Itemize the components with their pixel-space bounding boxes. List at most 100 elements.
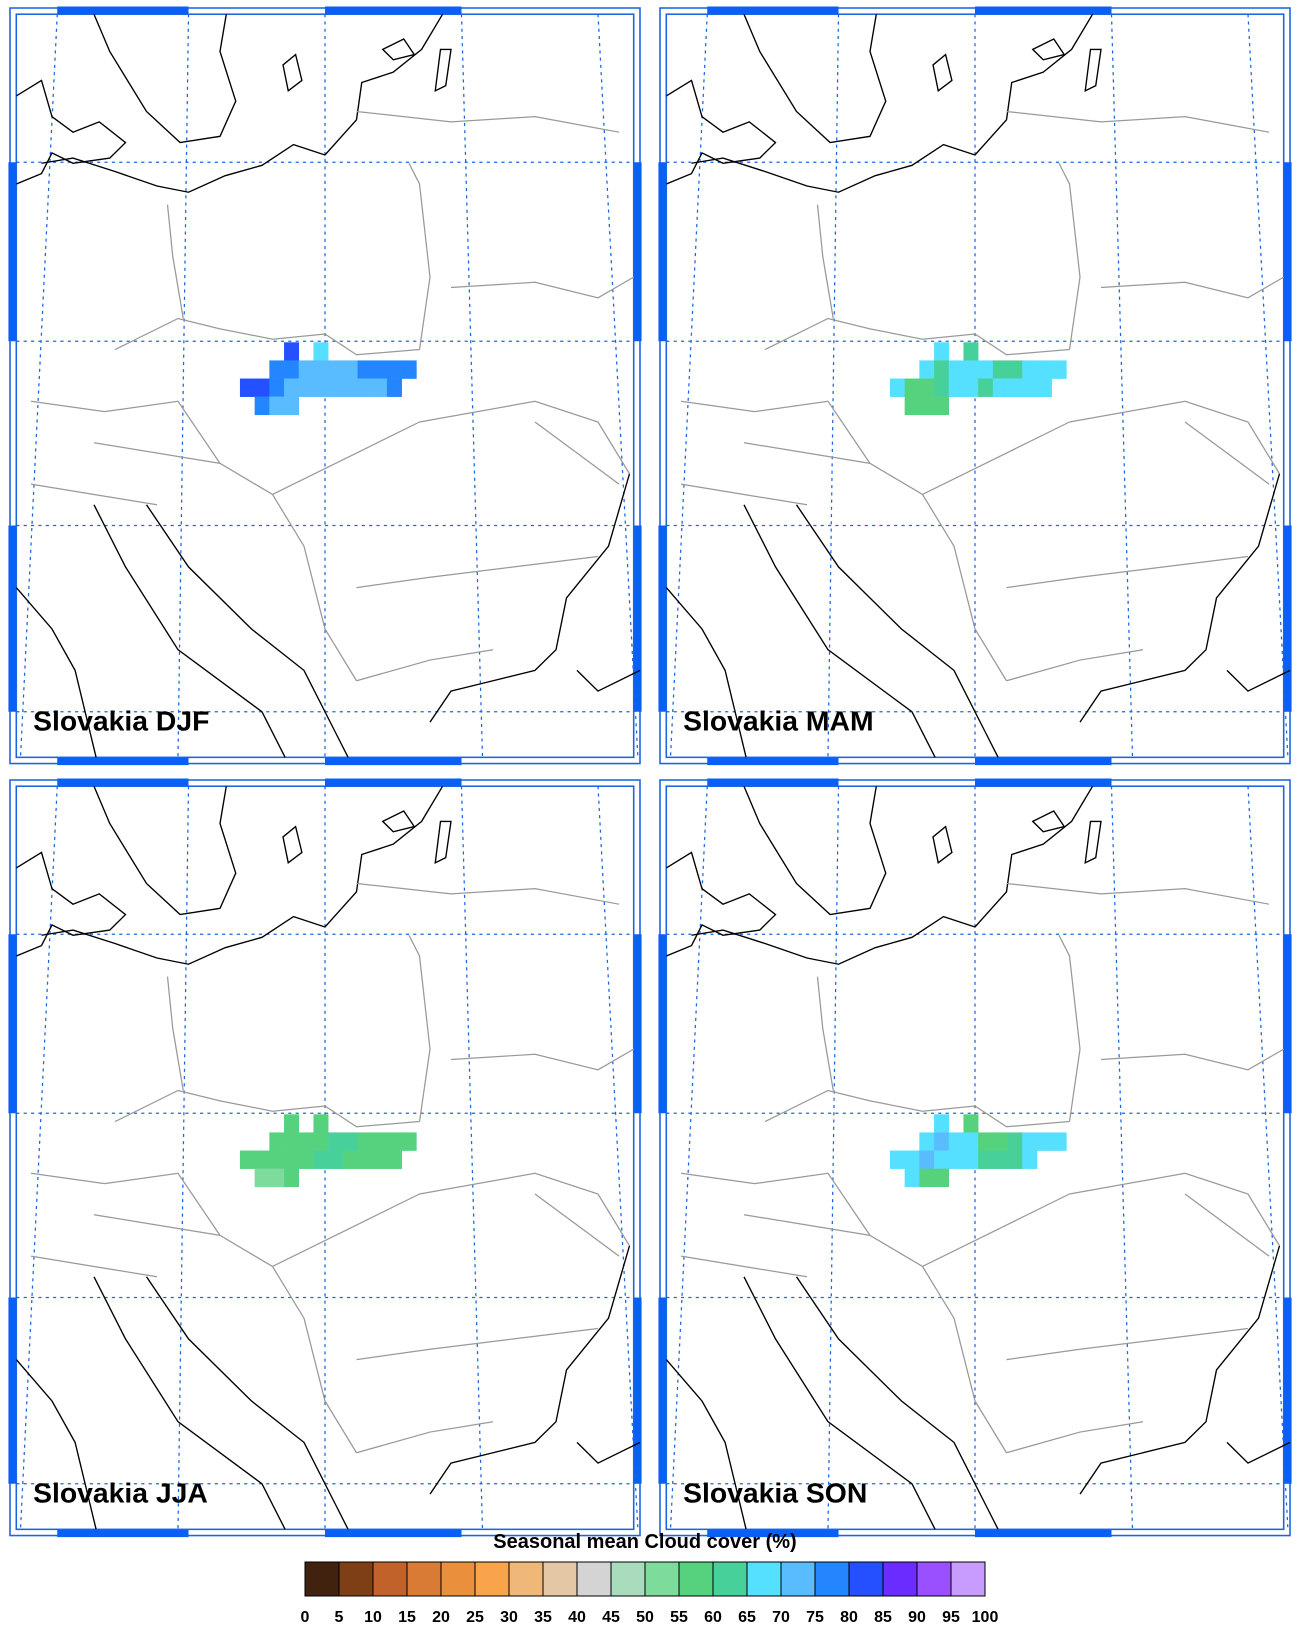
colorbar-tick-label: 90: [908, 1609, 926, 1626]
grid-cell: [992, 360, 1008, 379]
grid-cell: [401, 1132, 417, 1151]
colorbar-swatch: [712, 1561, 748, 1597]
grid-cell: [386, 1132, 402, 1151]
colorbar-swatch: [542, 1561, 578, 1597]
grid-cell: [372, 1132, 388, 1151]
grid-cell: [328, 1150, 344, 1169]
grid-cell: [254, 1168, 270, 1188]
grid-cell: [992, 1132, 1008, 1151]
grid-cell: [1036, 378, 1052, 397]
grid-cell: [386, 1150, 402, 1169]
grid-cell: [934, 1150, 950, 1169]
colorbar-swatch: [916, 1561, 952, 1597]
grid-cell: [1022, 378, 1038, 397]
grid-cell: [919, 378, 935, 397]
grid-cell: [284, 378, 300, 397]
colorbar-swatch: [508, 1561, 544, 1597]
grid-cell: [1036, 1132, 1052, 1151]
grid-cell: [948, 1150, 964, 1169]
colorbar-title: Seasonal mean Cloud cover (%): [493, 1531, 796, 1553]
map-panel: Slovakia MAM: [660, 8, 1290, 764]
grid-cell: [948, 360, 964, 379]
grid-cell: [342, 1150, 358, 1169]
colorbar-tick-label: 30: [500, 1609, 518, 1626]
grid-cell: [948, 378, 964, 397]
grid-cell: [313, 1132, 329, 1151]
grid-cell: [948, 1132, 964, 1151]
grid-cell: [386, 378, 402, 397]
panel-title: Slovakia MAM: [683, 706, 873, 737]
grid-cell: [934, 1168, 950, 1188]
grid-cell: [904, 378, 920, 397]
grid-cell: [1007, 360, 1023, 379]
grid-cell: [284, 1132, 300, 1151]
grid-cell: [284, 342, 300, 361]
grid-cell: [978, 360, 994, 379]
grid-cell: [269, 1168, 285, 1188]
colorbar-swatch: [440, 1561, 476, 1597]
map-panel: Slovakia JJA: [10, 780, 640, 1536]
grid-cell: [372, 360, 388, 379]
colorbar-swatch: [814, 1561, 850, 1597]
colorbar-tick-label: 25: [466, 1609, 484, 1626]
grid-cell: [978, 378, 994, 397]
grid-cell: [313, 378, 329, 397]
colorbar-swatch: [780, 1561, 816, 1597]
grid-cell: [269, 360, 285, 379]
grid-cell: [934, 360, 950, 379]
grid-cell: [1022, 1150, 1038, 1169]
grid-cell: [284, 1150, 300, 1169]
grid-cell: [1051, 360, 1067, 379]
grid-cell: [889, 1150, 905, 1169]
grid-cell: [919, 1168, 935, 1188]
grid-cell: [963, 360, 979, 379]
colorbar-tick-label: 95: [942, 1609, 960, 1626]
colorbar-tick-label: 100: [972, 1609, 999, 1626]
grid-cell: [386, 360, 402, 379]
colorbar-tick-label: 10: [364, 1609, 382, 1626]
grid-cell: [963, 1114, 979, 1133]
map-panel: Slovakia SON: [660, 780, 1290, 1536]
grid-cell: [889, 378, 905, 397]
grid-cell: [401, 360, 417, 379]
grid-cell: [963, 1150, 979, 1169]
panel-title: Slovakia DJF: [33, 706, 209, 737]
grid-cell: [919, 1132, 935, 1151]
colorbar-swatch: [304, 1561, 340, 1597]
grid-cell: [978, 1132, 994, 1151]
colorbar-swatch: [406, 1561, 442, 1597]
colorbar-swatch: [338, 1561, 374, 1597]
grid-cell: [298, 1132, 314, 1151]
grid-cell: [284, 1168, 300, 1188]
grid-cell: [313, 342, 329, 361]
grid-cell: [904, 1168, 920, 1188]
colorbar-swatch: [372, 1561, 408, 1597]
colorbar-tick-label: 5: [335, 1609, 344, 1626]
grid-cell: [934, 396, 950, 416]
grid-cell: [963, 1132, 979, 1151]
grid-cell: [934, 342, 950, 361]
colorbar-tick-label: 65: [738, 1609, 756, 1626]
grid-cell: [298, 360, 314, 379]
colorbar-swatch: [746, 1561, 782, 1597]
colorbar-swatch: [474, 1561, 510, 1597]
grid-cell: [934, 1114, 950, 1133]
grid-cell: [1036, 360, 1052, 379]
grid-cell: [1007, 378, 1023, 397]
colorbar-swatch: [644, 1561, 680, 1597]
grid-cell: [284, 360, 300, 379]
grid-cell: [357, 378, 373, 397]
colorbar-tick-label: 60: [704, 1609, 722, 1626]
grid-cell: [1022, 360, 1038, 379]
grid-cell: [284, 396, 300, 416]
colorbar-tick-label: 15: [398, 1609, 416, 1626]
grid-cell: [992, 1150, 1008, 1169]
grid-cell: [269, 378, 285, 397]
colorbar-tick-label: 45: [602, 1609, 620, 1626]
grid-cell: [313, 1114, 329, 1133]
colorbar-tick-label: 55: [670, 1609, 688, 1626]
panel-title: Slovakia SON: [683, 1478, 867, 1509]
colorbar-tick-label: 0: [301, 1609, 310, 1626]
grid-cell: [328, 360, 344, 379]
grid-cell: [1022, 1132, 1038, 1151]
